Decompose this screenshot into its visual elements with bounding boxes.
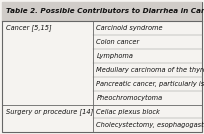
Text: Surgery or procedure [14]: Surgery or procedure [14] — [6, 108, 93, 115]
Text: Celiac plexus block: Celiac plexus block — [96, 109, 160, 115]
Text: Medullary carcinoma of the thyroi-: Medullary carcinoma of the thyroi- — [96, 67, 204, 73]
Bar — [2, 2, 202, 21]
Text: Table 2. Possible Contributors to Diarrhea in Cancer Patient: Table 2. Possible Contributors to Diarrh… — [6, 8, 204, 14]
Text: Carcinoid syndrome: Carcinoid syndrome — [96, 25, 163, 31]
Text: Pheochromocytoma: Pheochromocytoma — [96, 95, 163, 101]
Text: Cholecystectomy, esophagogastrec-: Cholecystectomy, esophagogastrec- — [96, 122, 204, 129]
Text: Colon cancer: Colon cancer — [96, 39, 140, 45]
Text: Pancreatic cancer, particularly isle-: Pancreatic cancer, particularly isle- — [96, 81, 204, 87]
Text: Cancer [5,15]: Cancer [5,15] — [6, 25, 52, 31]
Text: Lymphoma: Lymphoma — [96, 53, 133, 59]
